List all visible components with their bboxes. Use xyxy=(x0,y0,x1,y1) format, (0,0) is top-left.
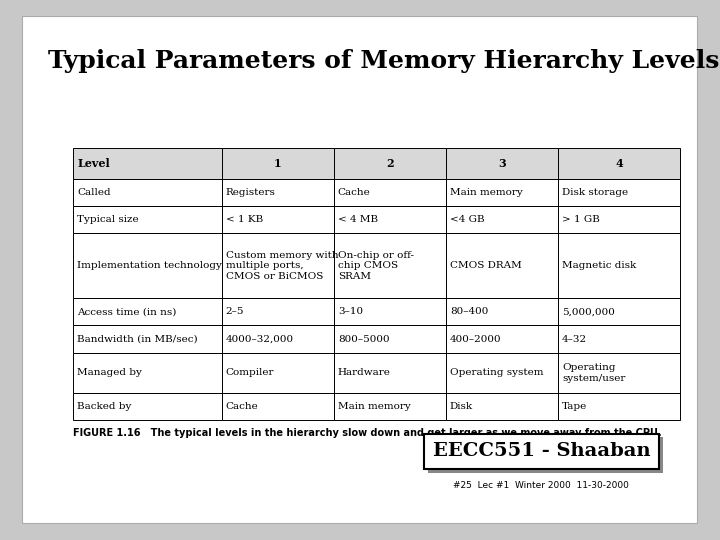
Text: Access time (in ns): Access time (in ns) xyxy=(77,307,176,316)
Text: Implementation technology: Implementation technology xyxy=(77,261,222,271)
Text: Compiler: Compiler xyxy=(225,368,274,377)
Text: Called: Called xyxy=(77,188,111,197)
Bar xyxy=(222,353,334,393)
Text: Custom memory with
multiple ports,
CMOS or BiCMOS: Custom memory with multiple ports, CMOS … xyxy=(225,251,338,281)
Text: 80–400: 80–400 xyxy=(450,307,488,316)
Bar xyxy=(73,393,222,421)
Text: <4 GB: <4 GB xyxy=(450,215,485,224)
Bar xyxy=(446,233,558,298)
Bar xyxy=(334,233,446,298)
Bar xyxy=(222,179,334,206)
Text: #25  Lec #1  Winter 2000  11-30-2000: #25 Lec #1 Winter 2000 11-30-2000 xyxy=(454,481,629,490)
Bar xyxy=(558,298,680,326)
Text: Typical size: Typical size xyxy=(77,215,139,224)
Text: 1: 1 xyxy=(274,158,282,169)
Text: Backed by: Backed by xyxy=(77,402,132,411)
Bar xyxy=(334,353,446,393)
Bar xyxy=(424,434,659,469)
Text: 800–5000: 800–5000 xyxy=(338,334,390,343)
Text: > 1 GB: > 1 GB xyxy=(562,215,600,224)
Bar xyxy=(73,206,222,233)
Bar xyxy=(222,393,334,421)
Bar xyxy=(334,148,446,179)
Text: 400–2000: 400–2000 xyxy=(450,334,502,343)
Bar xyxy=(222,326,334,353)
Text: Disk storage: Disk storage xyxy=(562,188,629,197)
Bar xyxy=(558,233,680,298)
Bar xyxy=(222,148,334,179)
Text: 3: 3 xyxy=(498,158,506,169)
Text: 3–10: 3–10 xyxy=(338,307,363,316)
Text: Cache: Cache xyxy=(338,188,371,197)
Bar xyxy=(446,326,558,353)
Text: Tape: Tape xyxy=(562,402,588,411)
Bar xyxy=(558,179,680,206)
Bar xyxy=(73,148,222,179)
Bar xyxy=(334,206,446,233)
Text: < 4 MB: < 4 MB xyxy=(338,215,378,224)
Text: 4000–32,000: 4000–32,000 xyxy=(225,334,294,343)
Bar xyxy=(222,298,334,326)
Bar xyxy=(446,353,558,393)
Text: Managed by: Managed by xyxy=(77,368,142,377)
Bar xyxy=(334,326,446,353)
Bar xyxy=(558,148,680,179)
Text: Operating
system/user: Operating system/user xyxy=(562,363,626,383)
Bar xyxy=(334,393,446,421)
Text: Main memory: Main memory xyxy=(338,402,410,411)
Text: 5,000,000: 5,000,000 xyxy=(562,307,615,316)
Bar xyxy=(446,179,558,206)
Bar xyxy=(446,393,558,421)
Text: 2: 2 xyxy=(386,158,394,169)
Text: Cache: Cache xyxy=(225,402,258,411)
Text: Hardware: Hardware xyxy=(338,368,391,377)
Text: 2–5: 2–5 xyxy=(225,307,244,316)
Text: Operating system: Operating system xyxy=(450,368,544,377)
Bar xyxy=(334,179,446,206)
Text: On-chip or off-
chip CMOS
SRAM: On-chip or off- chip CMOS SRAM xyxy=(338,251,414,281)
Bar xyxy=(558,326,680,353)
Text: 4: 4 xyxy=(615,158,623,169)
Text: 4–32: 4–32 xyxy=(562,334,588,343)
Bar xyxy=(73,233,222,298)
Bar xyxy=(73,179,222,206)
Text: Magnetic disk: Magnetic disk xyxy=(562,261,636,271)
Bar xyxy=(334,298,446,326)
Text: EECC551 - Shaaban: EECC551 - Shaaban xyxy=(433,442,650,461)
Text: Typical Parameters of Memory Hierarchy Levels: Typical Parameters of Memory Hierarchy L… xyxy=(48,49,719,73)
Bar xyxy=(446,148,558,179)
Bar xyxy=(73,298,222,326)
Bar xyxy=(558,206,680,233)
Bar xyxy=(558,393,680,421)
Bar xyxy=(446,206,558,233)
Bar xyxy=(222,206,334,233)
Bar xyxy=(446,298,558,326)
Text: Bandwidth (in MB/sec): Bandwidth (in MB/sec) xyxy=(77,334,198,343)
Text: Registers: Registers xyxy=(225,188,276,197)
Text: Level: Level xyxy=(77,158,110,169)
Bar xyxy=(73,326,222,353)
Bar xyxy=(73,353,222,393)
Text: Disk: Disk xyxy=(450,402,473,411)
Bar xyxy=(558,353,680,393)
Bar xyxy=(222,233,334,298)
Bar xyxy=(428,437,662,473)
Text: FIGURE 1.16   The typical levels in the hierarchy slow down and get larger as we: FIGURE 1.16 The typical levels in the hi… xyxy=(73,428,662,438)
Text: Main memory: Main memory xyxy=(450,188,523,197)
Text: < 1 KB: < 1 KB xyxy=(225,215,263,224)
Text: CMOS DRAM: CMOS DRAM xyxy=(450,261,522,271)
